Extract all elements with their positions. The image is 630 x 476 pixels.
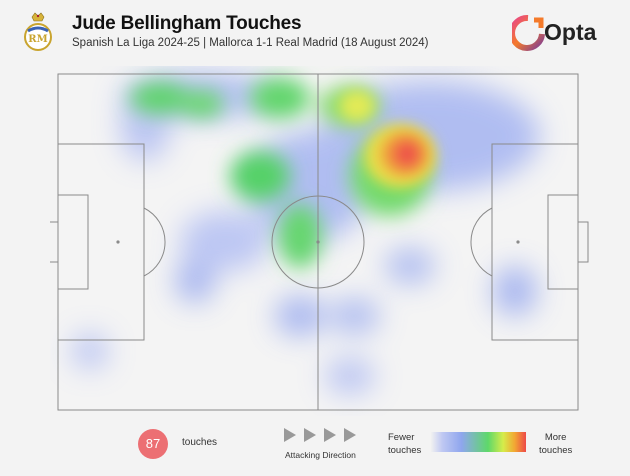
left-penalty-spot: [116, 240, 120, 244]
real-madrid-crest-icon: RM: [24, 12, 52, 51]
pitch-heatmap-graphic: [50, 73, 589, 411]
svg-text:RM: RM: [28, 34, 47, 45]
page-title: Jude Bellingham Touches: [72, 13, 302, 34]
header: RM Jude Bellingham Touches Spanish La Li…: [0, 0, 630, 66]
right-goal: [577, 221, 589, 263]
more-line-1: More: [544, 432, 567, 443]
centre-spot: [316, 240, 320, 244]
attacking-direction-label: Attacking Direction: [285, 450, 356, 460]
legend: 87 touches Attacking Direction Fewer tou…: [0, 418, 630, 476]
right-penalty-spot: [516, 240, 520, 244]
fewer-line-1: Fewer: [388, 432, 415, 443]
fewer-line-2: touches: [388, 445, 422, 456]
heatmap-pitch: [50, 66, 590, 416]
right-penalty-arc: [470, 207, 493, 277]
attacking-direction-arrows-icon: [284, 428, 356, 442]
heat-layer-red: [381, 132, 429, 176]
fewer-touches-label: Fewer touches: [388, 431, 421, 457]
more-line-2: touches: [539, 445, 573, 456]
page-subtitle: Spanish La Liga 2024-25 | Mallorca 1-1 R…: [72, 37, 429, 49]
left-goal: [50, 221, 59, 263]
brand-name: Opta: [544, 19, 597, 45]
centre-circle: [271, 195, 365, 289]
left-penalty-arc: [143, 207, 166, 277]
opta-logo-icon: [512, 14, 545, 51]
heat-scale-gradient: [431, 432, 526, 452]
touch-count-label: touches: [182, 437, 218, 448]
more-touches-label: More touches: [539, 431, 572, 457]
touch-count-badge: 87: [138, 429, 168, 459]
